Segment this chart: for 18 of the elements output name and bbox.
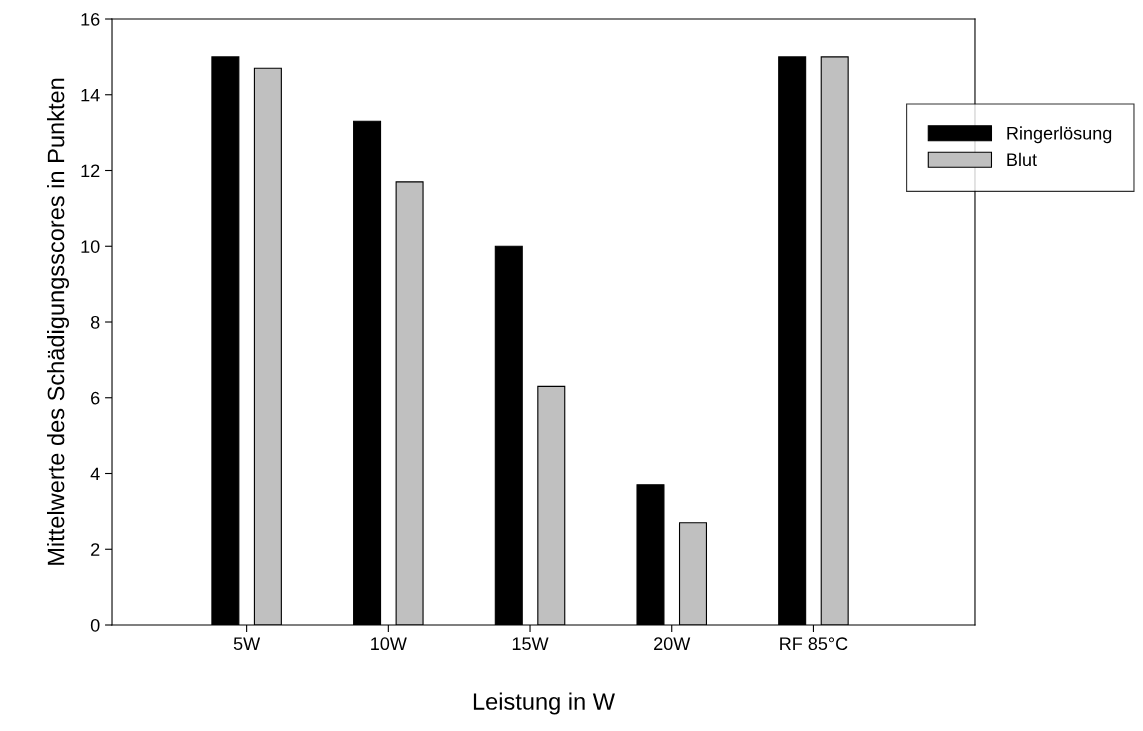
- y-tick-label: 10: [81, 240, 100, 253]
- y-tick-label: 2: [91, 543, 100, 556]
- y-axis-title: Mittelwerte des Schädigungsscores in Punkten: [47, 78, 70, 565]
- y-tick-label: 16: [81, 12, 100, 26]
- legend-label: Blut: [1007, 152, 1037, 167]
- x-axis-title: Leistung in W: [473, 692, 615, 715]
- x-tick-label: 10W: [371, 637, 407, 651]
- y-tick-label: 0: [90, 618, 100, 632]
- x-tick-label: RF 85°C: [780, 637, 848, 651]
- x-tick-label: 20W: [654, 637, 691, 651]
- y-tick-label: 14: [81, 88, 100, 102]
- legend-label: Ringerlösung: [1007, 126, 1112, 144]
- x-tick-label: 5W: [233, 637, 261, 651]
- y-tick-label: 12: [81, 164, 100, 178]
- x-tick-label: 15W: [512, 637, 549, 651]
- y-tick-label: 4: [90, 467, 100, 481]
- y-tick-label: 8: [90, 315, 100, 329]
- y-tick-label: 6: [91, 391, 100, 405]
